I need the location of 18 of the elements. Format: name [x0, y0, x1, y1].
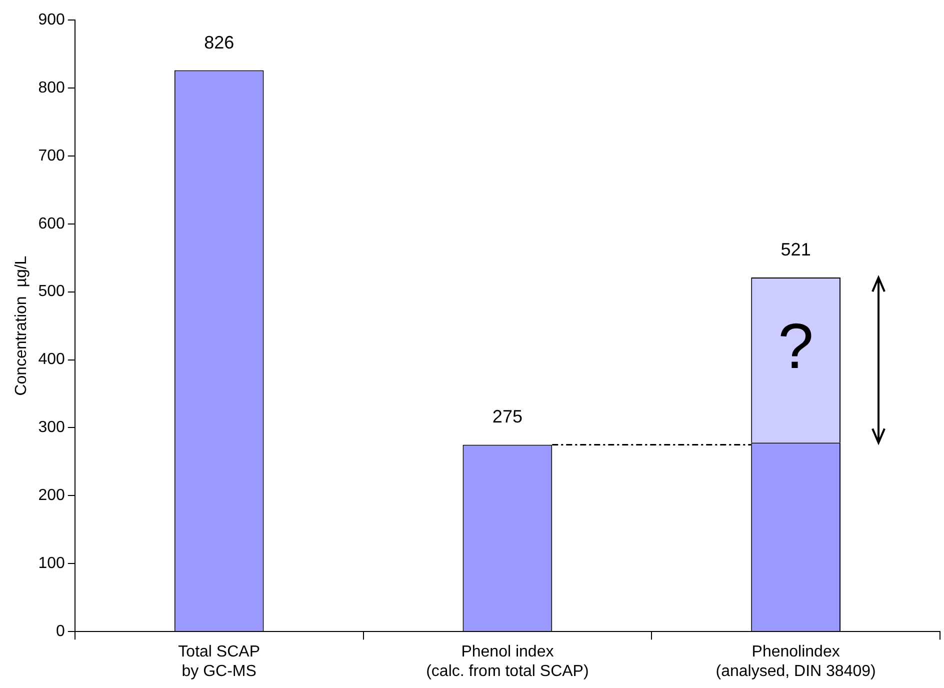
total-label: 826: [204, 32, 234, 52]
x-tick-label: Total SCAP by GC-MS: [178, 644, 260, 680]
y-tick-label: 0: [56, 623, 65, 640]
x-tick-label: Phenol index (calc. from total SCAP): [426, 644, 589, 680]
y-tick-label: 800: [38, 79, 65, 96]
y-tick-label: 500: [38, 283, 65, 300]
x-tick-label: Phenolindex (analysed, DIN 38409): [716, 644, 876, 680]
y-tick-label: 400: [38, 351, 65, 368]
y-tick-label: 100: [38, 555, 65, 572]
y-tick-label: 600: [38, 215, 65, 232]
y-tick-label: 300: [38, 419, 65, 436]
annotation: ?: [778, 310, 814, 382]
y-tick-label: 700: [38, 147, 65, 164]
total-label: 275: [492, 406, 522, 427]
y-tick-label: 900: [38, 11, 65, 28]
y-axis-title: Concentration µg/L: [13, 256, 30, 396]
total-label: 521: [780, 240, 811, 260]
y-tick-label: 200: [38, 487, 65, 504]
